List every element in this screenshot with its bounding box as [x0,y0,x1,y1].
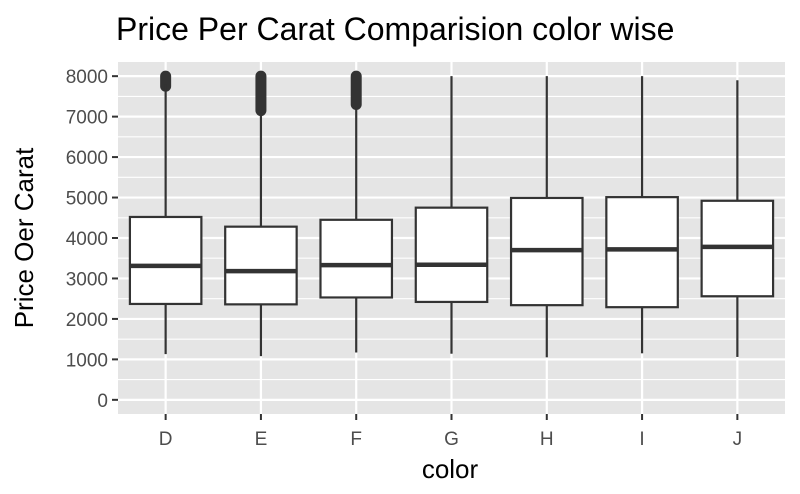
box [605,196,679,309]
boxplot-J [700,80,775,357]
boxplot-H [509,76,584,358]
x-tick-label: I [639,429,644,450]
y-tick-label: 8000 [66,67,108,88]
y-axis: 0 1000 2000 3000 4000 5000 6000 7000 8000 [66,67,118,412]
x-tick-label: F [350,429,362,450]
boxplot-I [605,76,679,354]
y-tick-label: 1000 [66,350,108,371]
boxplot-F [319,70,394,353]
box [414,206,489,304]
x-axis: D E F G H I J [159,414,742,450]
chart-title: Price Per Carat Comparision color wise [116,11,674,47]
boxplots [128,70,775,358]
y-tick-label: 4000 [66,229,108,250]
boxplot-E [224,70,298,357]
y-axis-title: Price Oer Carat [9,147,39,328]
y-tick-label: 3000 [66,269,108,290]
y-tick-label: 5000 [66,189,108,210]
box [319,218,394,299]
box [224,225,298,306]
x-axis-title: color [422,454,479,484]
x-tick-label: H [540,429,554,450]
x-tick-label: E [255,429,268,450]
y-tick-label: 7000 [66,108,108,129]
boxplot-D [128,70,203,355]
x-tick-label: D [159,429,173,450]
y-tick-label: 0 [97,391,108,412]
box [128,215,203,306]
y-tick-label: 6000 [66,148,108,169]
x-tick-label: G [444,429,459,450]
boxplot-G [414,76,489,354]
y-tick-label: 2000 [66,310,108,331]
x-tick-label: J [733,429,743,450]
